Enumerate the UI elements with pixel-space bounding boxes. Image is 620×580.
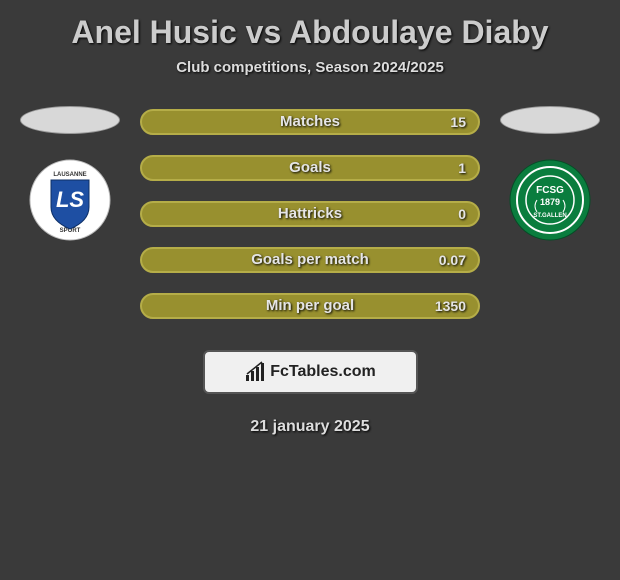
stat-label: Goals	[140, 152, 480, 184]
stat-row-matches: Matches 15	[140, 106, 480, 138]
player-silhouette-right	[500, 106, 600, 134]
stat-label: Matches	[140, 106, 480, 138]
player-left-column: LAUSANNE SPORT LS	[20, 106, 120, 241]
svg-text:1879: 1879	[540, 197, 560, 207]
stat-value: 1	[458, 152, 466, 184]
stats-column: Matches 15 Goals 1 Hattricks 0 Goals per…	[140, 106, 480, 322]
club-badge-lausanne: LAUSANNE SPORT LS	[29, 159, 111, 241]
stat-value: 1350	[435, 290, 466, 322]
stat-label: Goals per match	[140, 244, 480, 276]
stat-value: 15	[450, 106, 466, 138]
st-gallen-badge-icon: FCSG 1879 ST.GALLEN	[509, 159, 591, 241]
subtitle: Club competitions, Season 2024/2025	[0, 59, 620, 76]
date-label: 21 january 2025	[0, 418, 620, 436]
page-title: Anel Husic vs Abdoulaye Diaby	[0, 0, 620, 51]
player-silhouette-left	[20, 106, 120, 134]
svg-text:ST.GALLEN: ST.GALLEN	[533, 213, 566, 219]
stat-value: 0.07	[439, 244, 466, 276]
stat-label: Min per goal	[140, 290, 480, 322]
stat-row-goals-per-match: Goals per match 0.07	[140, 244, 480, 276]
stat-row-hattricks: Hattricks 0	[140, 198, 480, 230]
stat-value: 0	[458, 198, 466, 230]
player-right-column: FCSG 1879 ST.GALLEN	[500, 106, 600, 241]
svg-text:LS: LS	[56, 187, 84, 212]
comparison-infographic: Anel Husic vs Abdoulaye Diaby Club compe…	[0, 0, 620, 580]
stat-row-goals: Goals 1	[140, 152, 480, 184]
brand-text: FcTables.com	[270, 363, 376, 381]
content-row: LAUSANNE SPORT LS Matches 15 Goals 1 Hat	[0, 106, 620, 322]
chart-icon	[244, 361, 266, 383]
stat-label: Hattricks	[140, 198, 480, 230]
club-badge-st-gallen: FCSG 1879 ST.GALLEN	[509, 159, 591, 241]
svg-text:LAUSANNE: LAUSANNE	[53, 172, 86, 178]
svg-text:FCSG: FCSG	[536, 185, 564, 196]
brand-box: FcTables.com	[203, 350, 418, 394]
lausanne-badge-icon: LAUSANNE SPORT LS	[29, 159, 111, 241]
stat-row-min-per-goal: Min per goal 1350	[140, 290, 480, 322]
